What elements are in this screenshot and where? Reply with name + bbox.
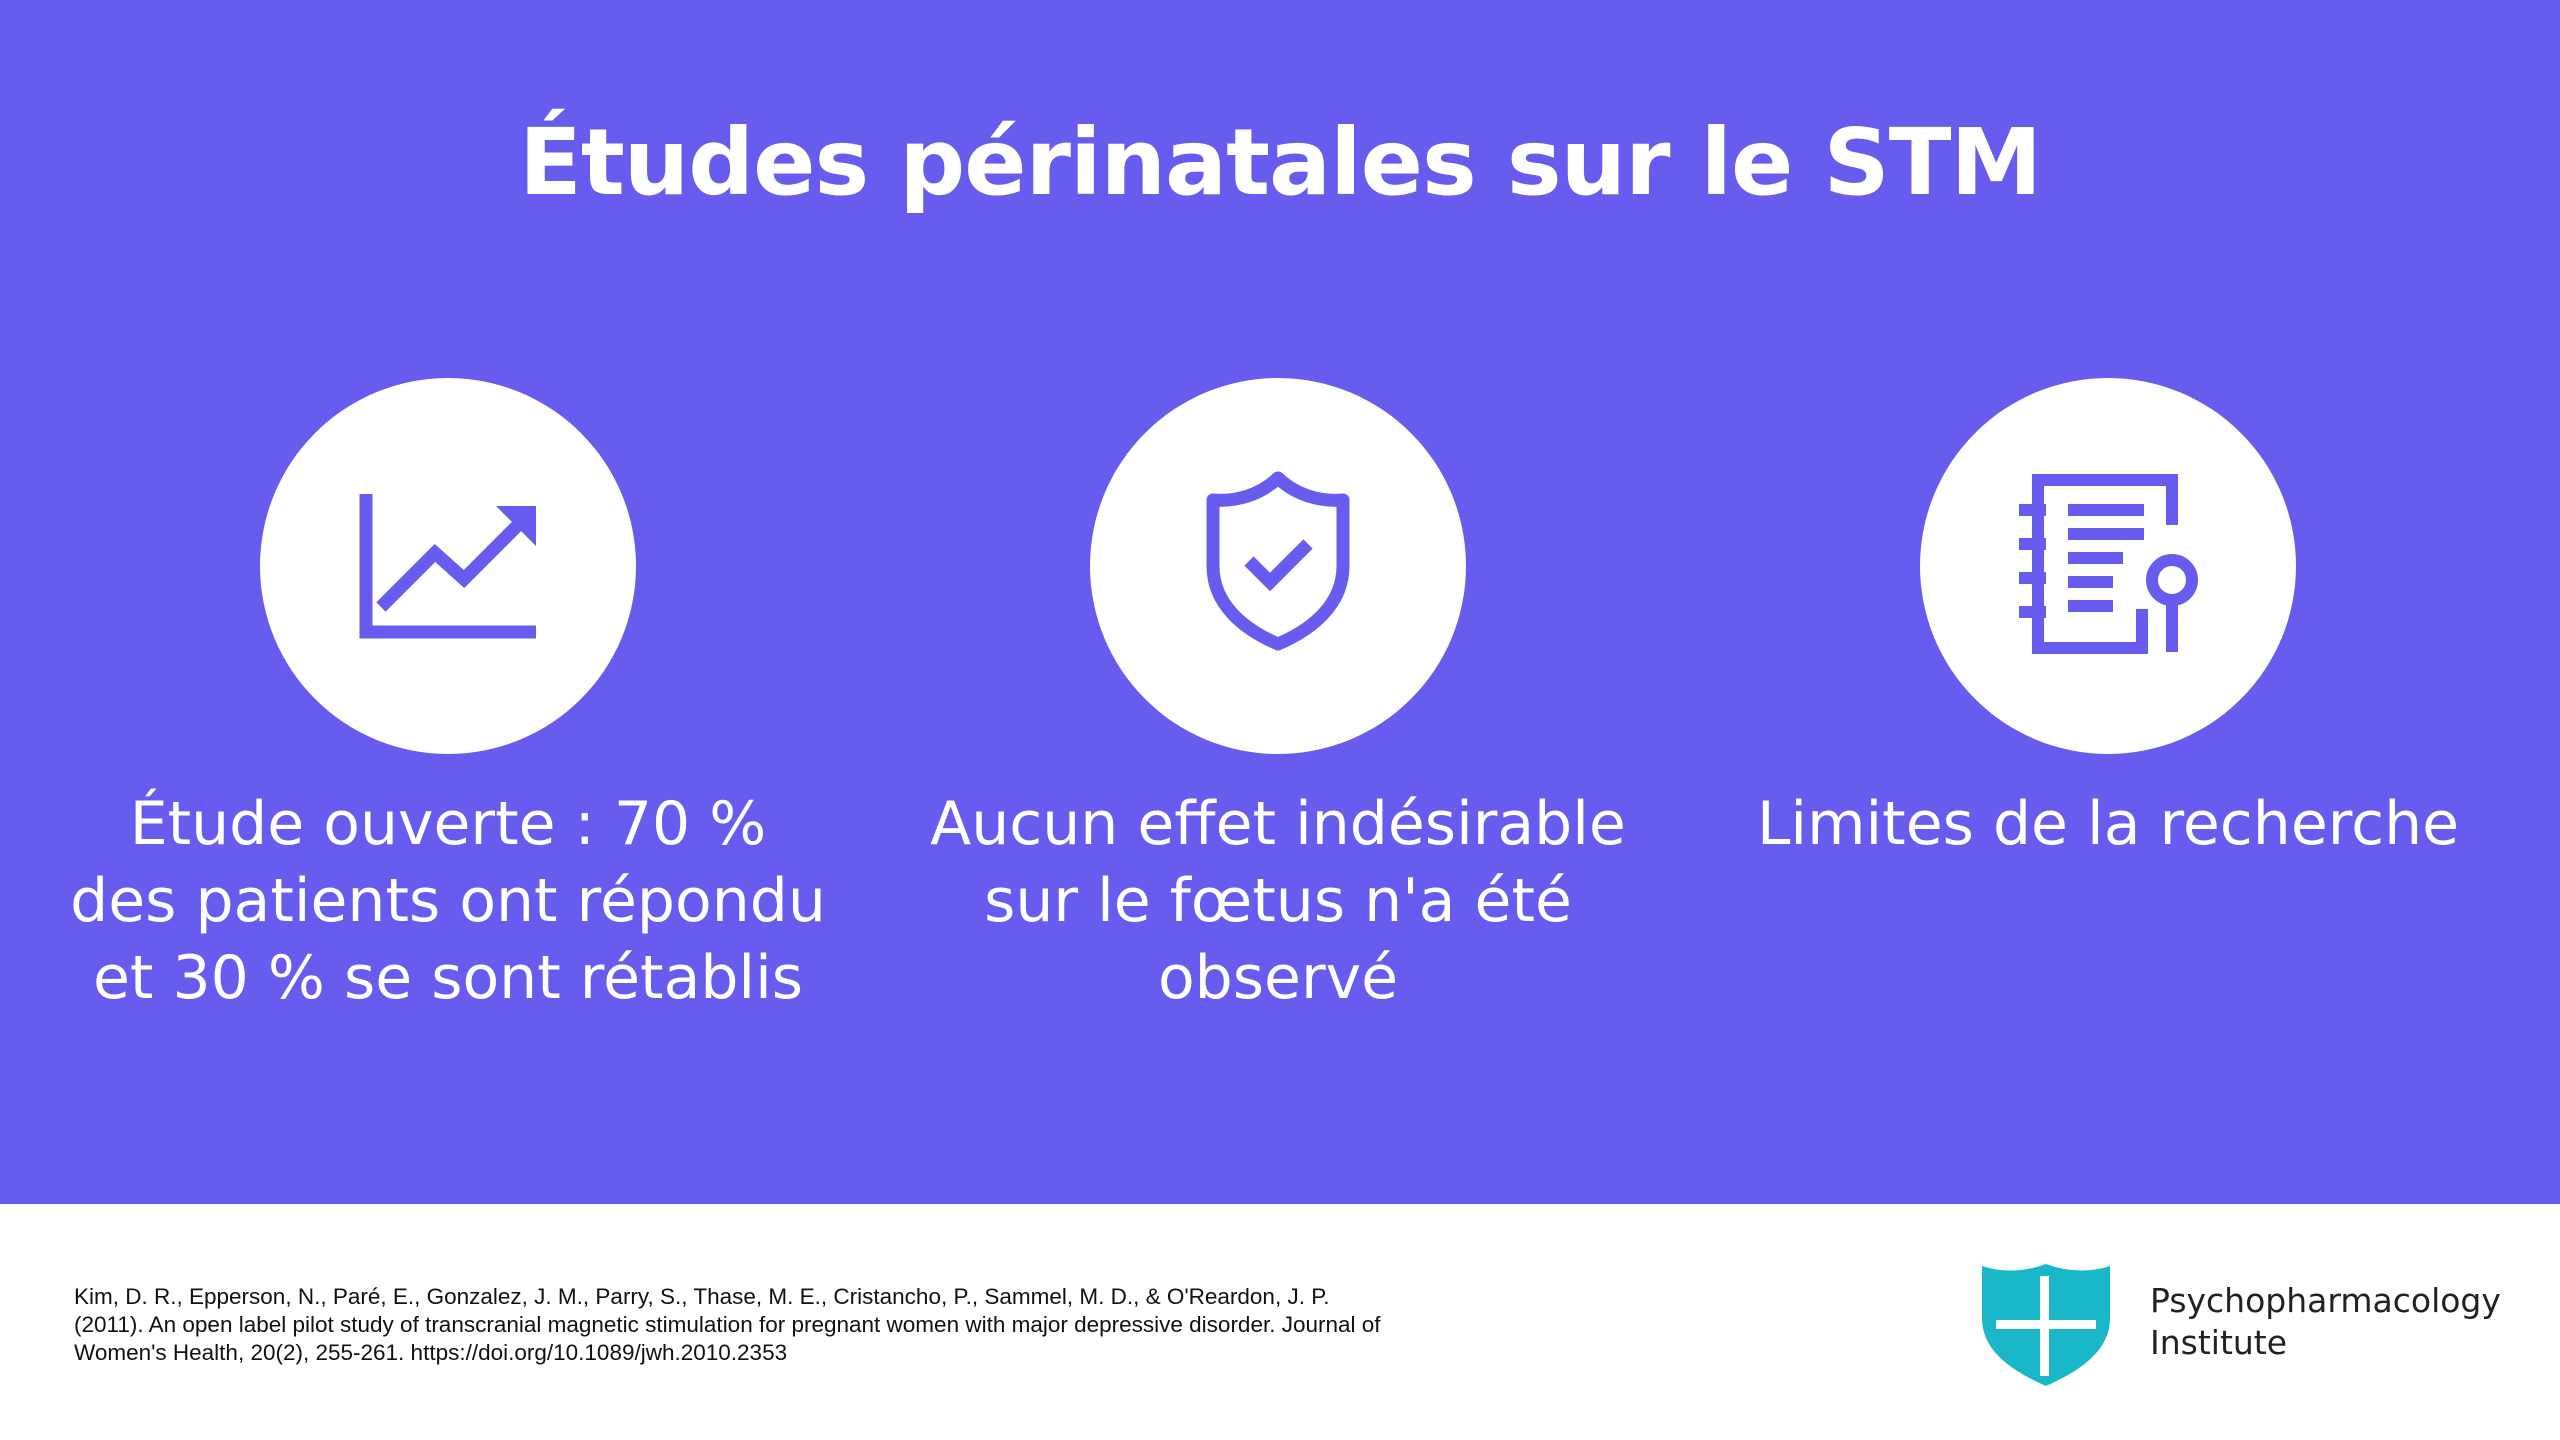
item-circle-2 xyxy=(1090,378,1466,754)
trend-up-chart-icon xyxy=(359,494,536,639)
logo-line-1: Psychopharmacology xyxy=(2150,1281,2501,1320)
citation-reference: Kim, D. R., Epperson, N., Paré, E., Gonz… xyxy=(74,1284,1381,1365)
shield-cross-logo-icon xyxy=(1982,1264,2110,1386)
item-circle-3 xyxy=(1920,378,2296,754)
item-caption-3: Limites de la recherche xyxy=(1756,789,2460,859)
logo-wordmark: Psychopharmacology Institute xyxy=(2150,1280,2550,1364)
item-caption-2: Aucun effet indésirable sur le fœtus n'a… xyxy=(930,789,1626,1013)
logo-line-2: Institute xyxy=(2150,1323,2288,1362)
notebook-search-icon xyxy=(2019,474,2198,654)
item-caption-1: Étude ouverte : 70 % des patients ont ré… xyxy=(70,789,826,1013)
item-circle-1 xyxy=(260,378,636,754)
shield-check-icon xyxy=(1206,471,1350,651)
slide-title: Études périnatales sur le STM xyxy=(518,109,2042,216)
